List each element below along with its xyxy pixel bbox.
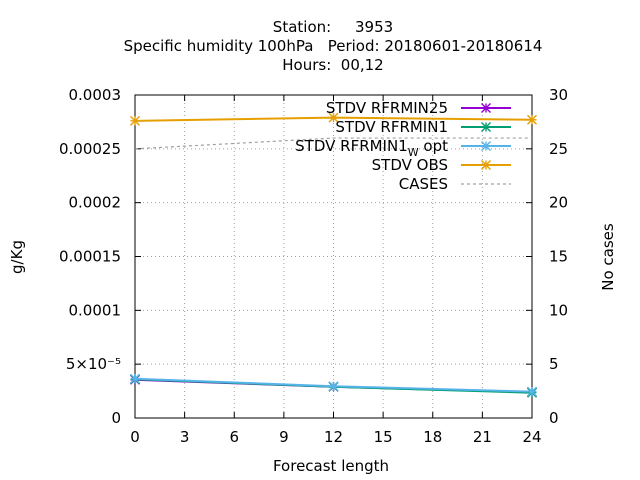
y-tick-label-2: 0.0001 (69, 301, 122, 319)
y2-tick-label-0: 0 (549, 409, 559, 427)
y2-tick-label-6: 30 (549, 86, 568, 104)
data-point-3-0 (130, 115, 140, 126)
y2-tick-label-3: 15 (549, 248, 568, 266)
y-tick-label-1: 5×10⁻⁵ (66, 355, 121, 373)
y2-axis-label: No cases (599, 223, 617, 291)
legend-label-2: STDV RFRMIN1W opt (295, 137, 448, 159)
legend-label-3: STDV OBS (372, 156, 448, 174)
legend-label-1: STDV RFRMIN1 (335, 118, 448, 136)
legend-label-4: CASES (399, 175, 448, 193)
title-line-2: Specific humidity 100hPa Period: 2018060… (124, 37, 543, 55)
y-tick-label-5: 0.00025 (59, 140, 121, 158)
y-tick-label-6: 0.0003 (69, 86, 122, 104)
x-tick-label-2: 6 (229, 428, 239, 446)
title-line-3: Hours: 00,12 (282, 56, 383, 74)
data-point-2-0 (130, 373, 140, 384)
x-tick-label-1: 3 (180, 428, 190, 446)
legend-marker-0 (481, 103, 491, 113)
legend-marker-3 (481, 160, 491, 170)
legend-item-2: STDV RFRMIN1W opt (295, 137, 511, 159)
legend-label-0: STDV RFRMIN25 (326, 99, 448, 117)
y2-tick-label-5: 25 (549, 140, 568, 158)
x-tick-label-3: 9 (279, 428, 289, 446)
tick-labels: 0 3 6 9 12 15 18 21 24 0 5×10⁻⁵ 0.0001 0.00015 0.0002… (59, 86, 568, 446)
x-tick-label-8: 24 (522, 428, 541, 446)
data-point-3-2 (527, 114, 537, 125)
x-tick-label-4: 12 (324, 428, 343, 446)
legend-marker-1 (481, 122, 491, 132)
y2-tick-label-2: 10 (549, 301, 568, 319)
y-tick-label-4: 0.0002 (69, 194, 122, 212)
legend-item-1: STDV RFRMIN1 (335, 118, 511, 136)
title-line-1: Station: 3953 (273, 18, 393, 36)
series-line-4 (134, 137, 532, 150)
legend-item-0: STDV RFRMIN25 (326, 99, 511, 117)
plot-area (130, 112, 537, 398)
x-tick-label-0: 0 (130, 428, 140, 446)
x-axis-label: Forecast length (273, 457, 389, 475)
y2-tick-label-1: 5 (549, 355, 559, 373)
x-tick-label-5: 15 (374, 428, 393, 446)
data-point-3-1 (328, 112, 339, 123)
data-point-2-1 (328, 381, 339, 392)
y-tick-label-0: 0 (111, 409, 121, 427)
data-point-2-2 (527, 386, 537, 397)
legend-item-4: CASES (399, 175, 511, 193)
x-tick-label-7: 21 (473, 428, 492, 446)
y2-tick-label-4: 20 (549, 194, 568, 212)
legend-marker-2 (481, 141, 491, 151)
x-tick-label-6: 18 (423, 428, 442, 446)
y-axis-label: g/Kg (8, 240, 26, 274)
y-tick-label-3: 0.00015 (59, 248, 121, 266)
legend-item-3: STDV OBS (372, 156, 511, 174)
